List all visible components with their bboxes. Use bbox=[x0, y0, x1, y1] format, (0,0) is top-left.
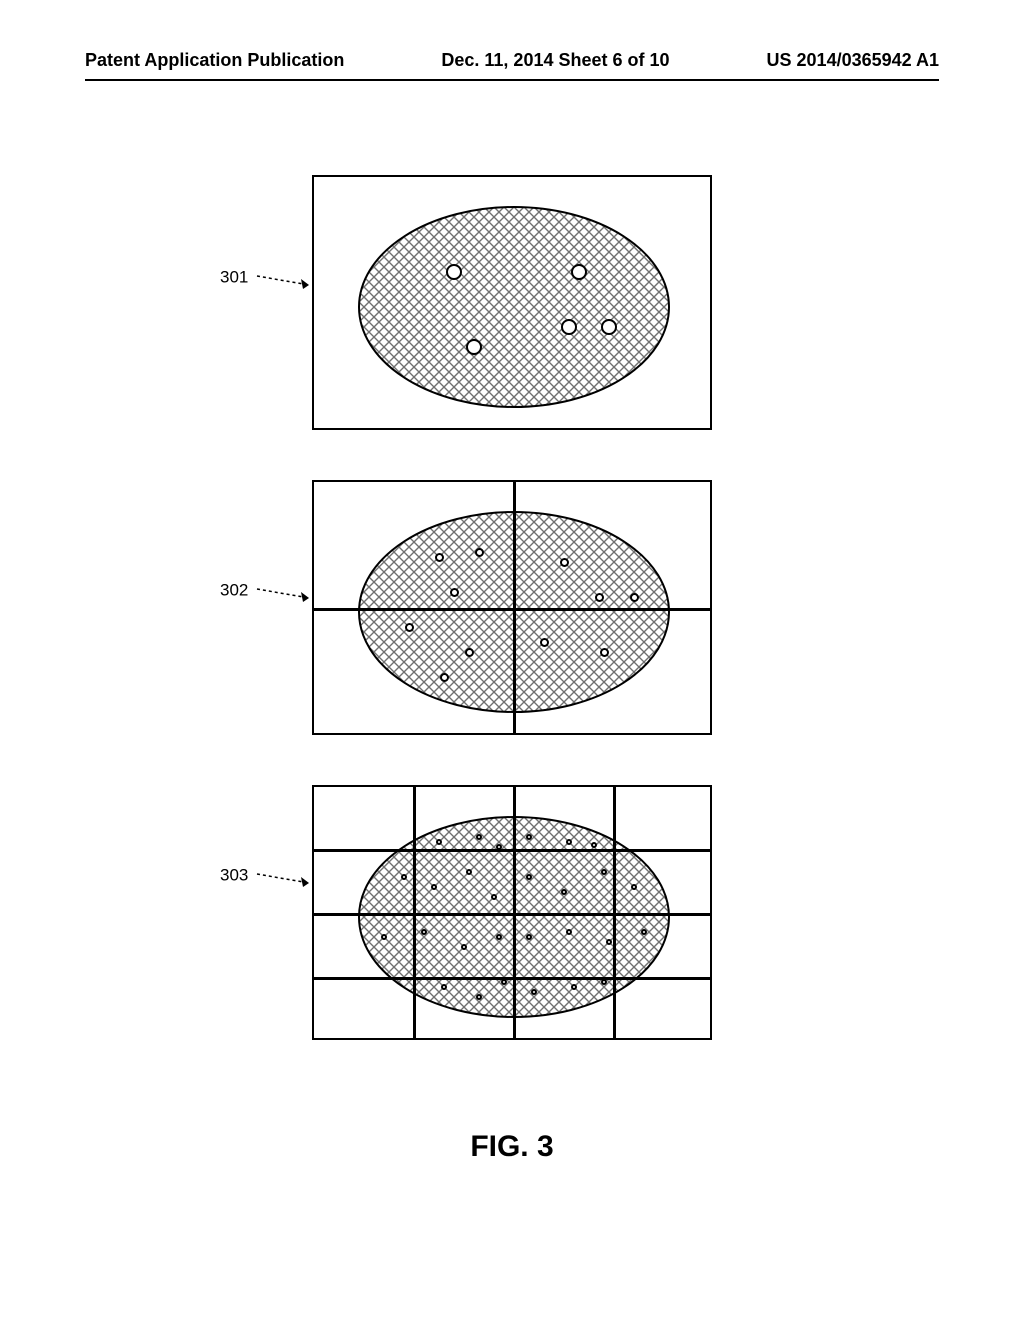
data-point bbox=[501, 979, 507, 985]
data-point bbox=[431, 884, 437, 890]
data-point bbox=[641, 929, 647, 935]
data-point bbox=[466, 339, 482, 355]
data-point bbox=[440, 673, 449, 682]
data-point bbox=[461, 944, 467, 950]
data-point bbox=[441, 984, 447, 990]
data-point bbox=[601, 319, 617, 335]
data-point bbox=[491, 894, 497, 900]
data-point bbox=[496, 844, 502, 850]
data-point bbox=[560, 558, 569, 567]
data-point bbox=[601, 869, 607, 875]
data-point bbox=[566, 929, 572, 935]
data-point bbox=[405, 623, 414, 632]
data-point bbox=[435, 553, 444, 562]
panel-row-303: 303 bbox=[0, 785, 1024, 1040]
data-point bbox=[606, 939, 612, 945]
figure-panels: 301 310 302 bbox=[0, 175, 1024, 1164]
data-point bbox=[446, 264, 462, 280]
data-point bbox=[526, 934, 532, 940]
header-right: US 2014/0365942 A1 bbox=[767, 50, 939, 71]
header-center: Dec. 11, 2014 Sheet 6 of 10 bbox=[441, 50, 669, 71]
data-point bbox=[531, 989, 537, 995]
data-point bbox=[401, 874, 407, 880]
data-point bbox=[595, 593, 604, 602]
data-point bbox=[466, 869, 472, 875]
data-point bbox=[450, 588, 459, 597]
data-point bbox=[381, 934, 387, 940]
ref-301-text: 301 bbox=[220, 267, 248, 286]
panel-303 bbox=[312, 785, 712, 1040]
data-point bbox=[561, 889, 567, 895]
panel-302 bbox=[312, 480, 712, 735]
header-left: Patent Application Publication bbox=[85, 50, 344, 71]
panel-row-301: 301 310 bbox=[0, 175, 1024, 430]
data-point bbox=[496, 934, 502, 940]
data-point bbox=[526, 834, 532, 840]
data-point bbox=[465, 648, 474, 657]
panel-301 bbox=[312, 175, 712, 430]
data-point bbox=[476, 834, 482, 840]
ref-302-text: 302 bbox=[220, 580, 248, 599]
data-point bbox=[526, 874, 532, 880]
data-point bbox=[571, 264, 587, 280]
data-point bbox=[601, 979, 607, 985]
data-point bbox=[566, 839, 572, 845]
data-point bbox=[561, 319, 577, 335]
data-point bbox=[600, 648, 609, 657]
data-point bbox=[421, 929, 427, 935]
ref-302: 302 bbox=[220, 580, 323, 602]
data-point bbox=[591, 842, 597, 848]
panel-row-302: 302 bbox=[0, 480, 1024, 735]
page-header: Patent Application Publication Dec. 11, … bbox=[0, 0, 1024, 81]
ref-303: 303 bbox=[220, 865, 323, 887]
data-point bbox=[540, 638, 549, 647]
ref-303-text: 303 bbox=[220, 865, 248, 884]
data-point bbox=[475, 548, 484, 557]
data-point bbox=[571, 984, 577, 990]
ref-301: 301 bbox=[220, 267, 323, 289]
data-point bbox=[631, 884, 637, 890]
data-point bbox=[436, 839, 442, 845]
figure-caption: FIG. 3 bbox=[470, 1130, 553, 1164]
page: Patent Application Publication Dec. 11, … bbox=[0, 0, 1024, 1320]
data-point bbox=[630, 593, 639, 602]
data-point bbox=[476, 994, 482, 1000]
